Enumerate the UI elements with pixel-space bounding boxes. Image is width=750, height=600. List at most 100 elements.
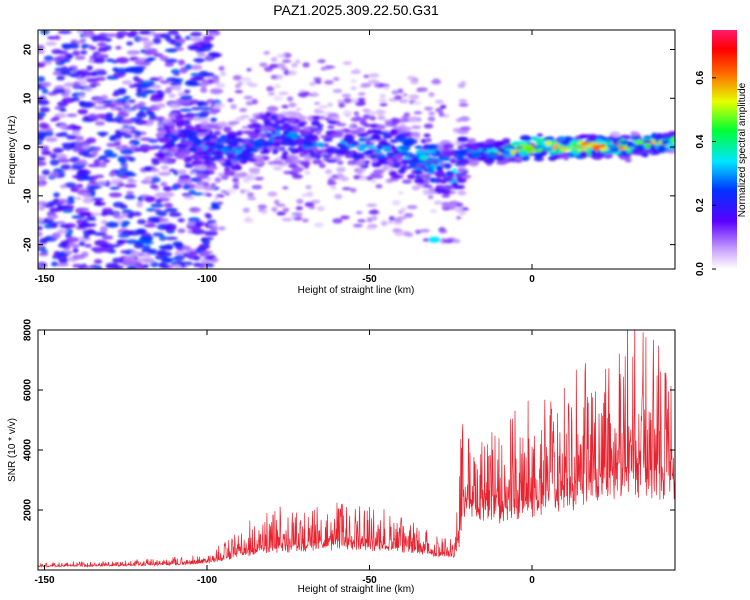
spectrogram-cell: [197, 52, 207, 58]
spectrogram-cell: [313, 77, 322, 81]
spectrogram-cell: [194, 123, 202, 130]
spectrogram-cell: [633, 145, 641, 149]
spectrogram-cell: [435, 107, 443, 113]
spectrogram-cell: [141, 248, 155, 254]
spectrogram-cell: [661, 132, 671, 137]
spectrogram-cell: [428, 92, 435, 98]
spectrogram-cell: [428, 111, 436, 116]
spectrogram-cell: [353, 175, 360, 180]
spectrogram-cell: [150, 261, 159, 268]
spectrogram-cell: [661, 135, 673, 139]
spectrogram-cell: [216, 201, 224, 205]
snr-x-tick-label: 0: [529, 575, 535, 586]
spectrogram-cell: [158, 171, 172, 176]
spectrogram-cell: [420, 138, 427, 144]
spectrogram-cell: [94, 76, 106, 81]
spectrogram-cell: [279, 139, 291, 145]
spectrogram-cell: [167, 101, 179, 106]
spectrogram-cell: [423, 123, 434, 129]
spectrogram-cell: [190, 37, 203, 42]
spectrogram-cell: [71, 215, 86, 219]
spectrogram-cell: [62, 88, 72, 95]
spectrogram-cell: [98, 162, 107, 168]
spectrogram-cell: [114, 116, 124, 121]
spectrogram-cell: [377, 146, 383, 150]
spectrogram-cell: [245, 216, 251, 221]
spectrogram-cell: [414, 145, 423, 149]
spectrogram-cell: [267, 145, 275, 151]
spectrogram-cell: [75, 161, 89, 166]
spectrogram-cell: [350, 79, 357, 83]
spectrogram-cell: [61, 204, 75, 210]
spectrogram-cell: [97, 42, 107, 47]
spectrogram-cell: [109, 136, 117, 142]
spectrogram-cell: [423, 133, 431, 138]
spectrogram-cell: [309, 81, 316, 87]
spectrogram-cell: [257, 204, 267, 209]
spectrogram-cell: [325, 169, 333, 175]
spectrogram-cell: [83, 233, 90, 239]
spectrogram-cell: [52, 116, 60, 122]
spectrogram-cell: [391, 118, 400, 125]
spectrogram-cell: [276, 211, 286, 216]
spectrogram-cell: [441, 194, 451, 198]
spectrogram-cell: [234, 89, 243, 94]
spectrogram-cell: [79, 101, 94, 108]
spectrogram-cell: [218, 159, 225, 164]
spectrogram-cell: [38, 112, 46, 118]
spectrogram-cell: [126, 239, 138, 245]
spectrogram-cell: [191, 192, 204, 196]
spectrogram-cell: [139, 235, 154, 241]
spectrogram-cell: [49, 153, 58, 159]
spectrogram-cell: [123, 183, 137, 188]
spectrogram-cell: [145, 208, 156, 212]
spectrogram-cell: [226, 134, 236, 139]
spectrogram-cell: [401, 158, 411, 165]
spectrogram-cell: [158, 128, 167, 135]
spectrogram-cell: [414, 177, 425, 184]
spectrogram-cell: [381, 220, 388, 227]
spectrogram-cell: [200, 121, 209, 126]
spectrogram-cell: [67, 196, 75, 200]
spectrogram-cell: [356, 211, 363, 215]
spectrogram-cell: [108, 171, 117, 177]
spectrogram-cell: [348, 124, 355, 130]
spectrogram-cell: [157, 76, 164, 82]
spectrogram-cell: [115, 57, 130, 64]
spectrogram-cell: [38, 135, 45, 142]
spectrogram-cell: [327, 125, 335, 129]
spectrogram-cell: [53, 35, 61, 41]
spectrogram-cell: [290, 214, 297, 219]
spectrogram-cell: [38, 156, 46, 161]
spectrogram-cell: [61, 66, 68, 71]
spectrogram-cell: [389, 139, 399, 144]
spectrogram-cell: [316, 205, 325, 212]
spectrogram-cell: [94, 113, 109, 119]
spectrogram-cell: [318, 163, 326, 169]
snr-y-ticks: 2000 4000 6000 8000: [23, 318, 675, 521]
spectrogram-cell: [217, 121, 228, 128]
spectrogram-cell: [633, 140, 645, 144]
spectrogram-cell: [121, 103, 130, 108]
spectrogram-cell: [365, 149, 375, 154]
spectrogram-cell: [452, 238, 461, 244]
spectrogram-cell: [246, 196, 257, 201]
spectrogram-cell: [52, 88, 66, 94]
spectrogram-cell: [93, 158, 101, 166]
spectrogram-cell: [38, 99, 50, 106]
spectrogram-cell: [469, 160, 479, 167]
spectrogram-cell: [38, 181, 45, 187]
spectrogram-cell: [140, 80, 155, 86]
spectrogram-cell: [191, 225, 202, 232]
spectrogram-cell: [136, 87, 143, 93]
spectrogram-cell: [159, 218, 170, 223]
spectrogram-cell: [164, 128, 172, 135]
spectrogram-cell: [251, 158, 258, 162]
spectrogram-cell: [413, 111, 423, 115]
spectrogram-cell: [246, 192, 255, 197]
spectrogram-cell: [79, 50, 88, 55]
spectrogram-cell: [177, 218, 185, 223]
spectrogram-cell: [115, 45, 122, 50]
spectrogram-cell: [55, 262, 70, 267]
spectrogram-cell: [127, 51, 138, 56]
